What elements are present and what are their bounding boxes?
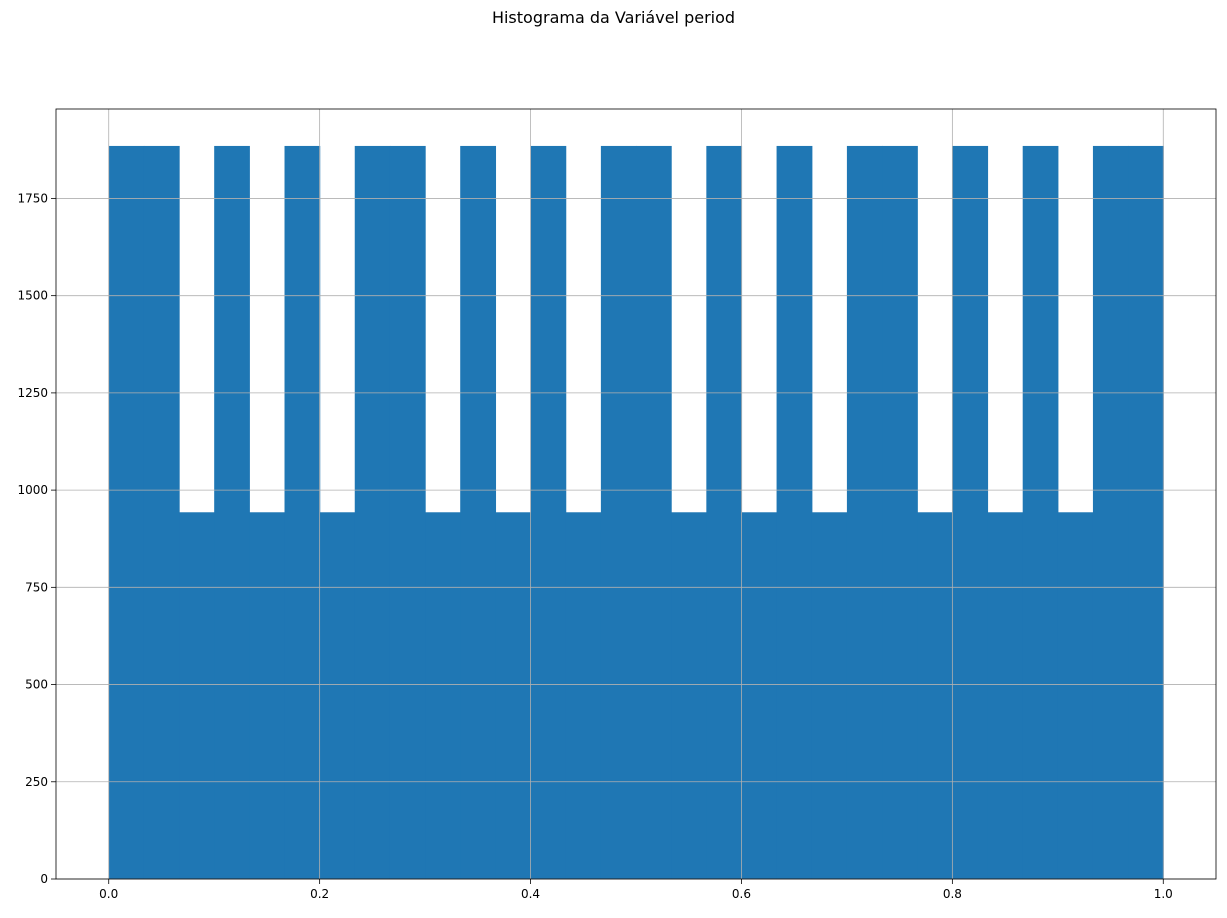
histogram-bar [987,512,1024,879]
histogram-bar [354,145,391,879]
histogram-bar [1022,145,1059,879]
histogram-bar [917,512,953,879]
histogram-bar [776,145,813,879]
histogram-bar [1128,145,1164,879]
histogram-bar [811,512,848,879]
histogram-bar [600,145,637,879]
histogram-bar [530,145,567,879]
histogram-bar [249,512,286,879]
y-tick-label: 1250 [17,386,48,400]
y-tick-label: 1500 [17,289,48,303]
histogram-bar [495,512,532,879]
histogram-bar [952,145,989,879]
histogram-bar [460,145,497,879]
histogram-bar [108,145,145,879]
histogram-bar [143,145,180,879]
chart-title: Histograma da Variável period [491,8,736,27]
plot-frame [55,108,1217,880]
histogram-bar [214,145,250,879]
histogram-bar [284,145,321,879]
histogram-bar [1057,512,1094,879]
histogram-bar [636,145,672,879]
histogram-bar [179,512,215,879]
x-tick-label: 0.8 [943,887,962,901]
x-tick-label: 0.0 [99,887,118,901]
histogram-bar [882,145,918,879]
x-tick-label: 0.6 [732,887,751,901]
y-tick-label: 1000 [17,483,48,497]
histogram-bar [389,145,426,879]
histogram-bar [741,512,778,879]
y-tick-label: 1750 [17,191,48,205]
y-tick-label: 250 [25,775,48,789]
histogram-bar [319,512,356,879]
histogram-bar [1092,145,1129,879]
histogram-bar [565,512,602,879]
y-tick-label: 750 [25,580,48,594]
y-tick-label: 0 [40,872,48,886]
histogram-bar [425,512,461,879]
x-tick-label: 1.0 [1154,887,1173,901]
x-tick-label: 0.4 [521,887,540,901]
histogram-bar [846,145,883,879]
y-tick-label: 500 [25,678,48,692]
x-tick-label: 0.2 [310,887,329,901]
histogram-bar [671,512,707,879]
histogram-bar [706,145,743,879]
